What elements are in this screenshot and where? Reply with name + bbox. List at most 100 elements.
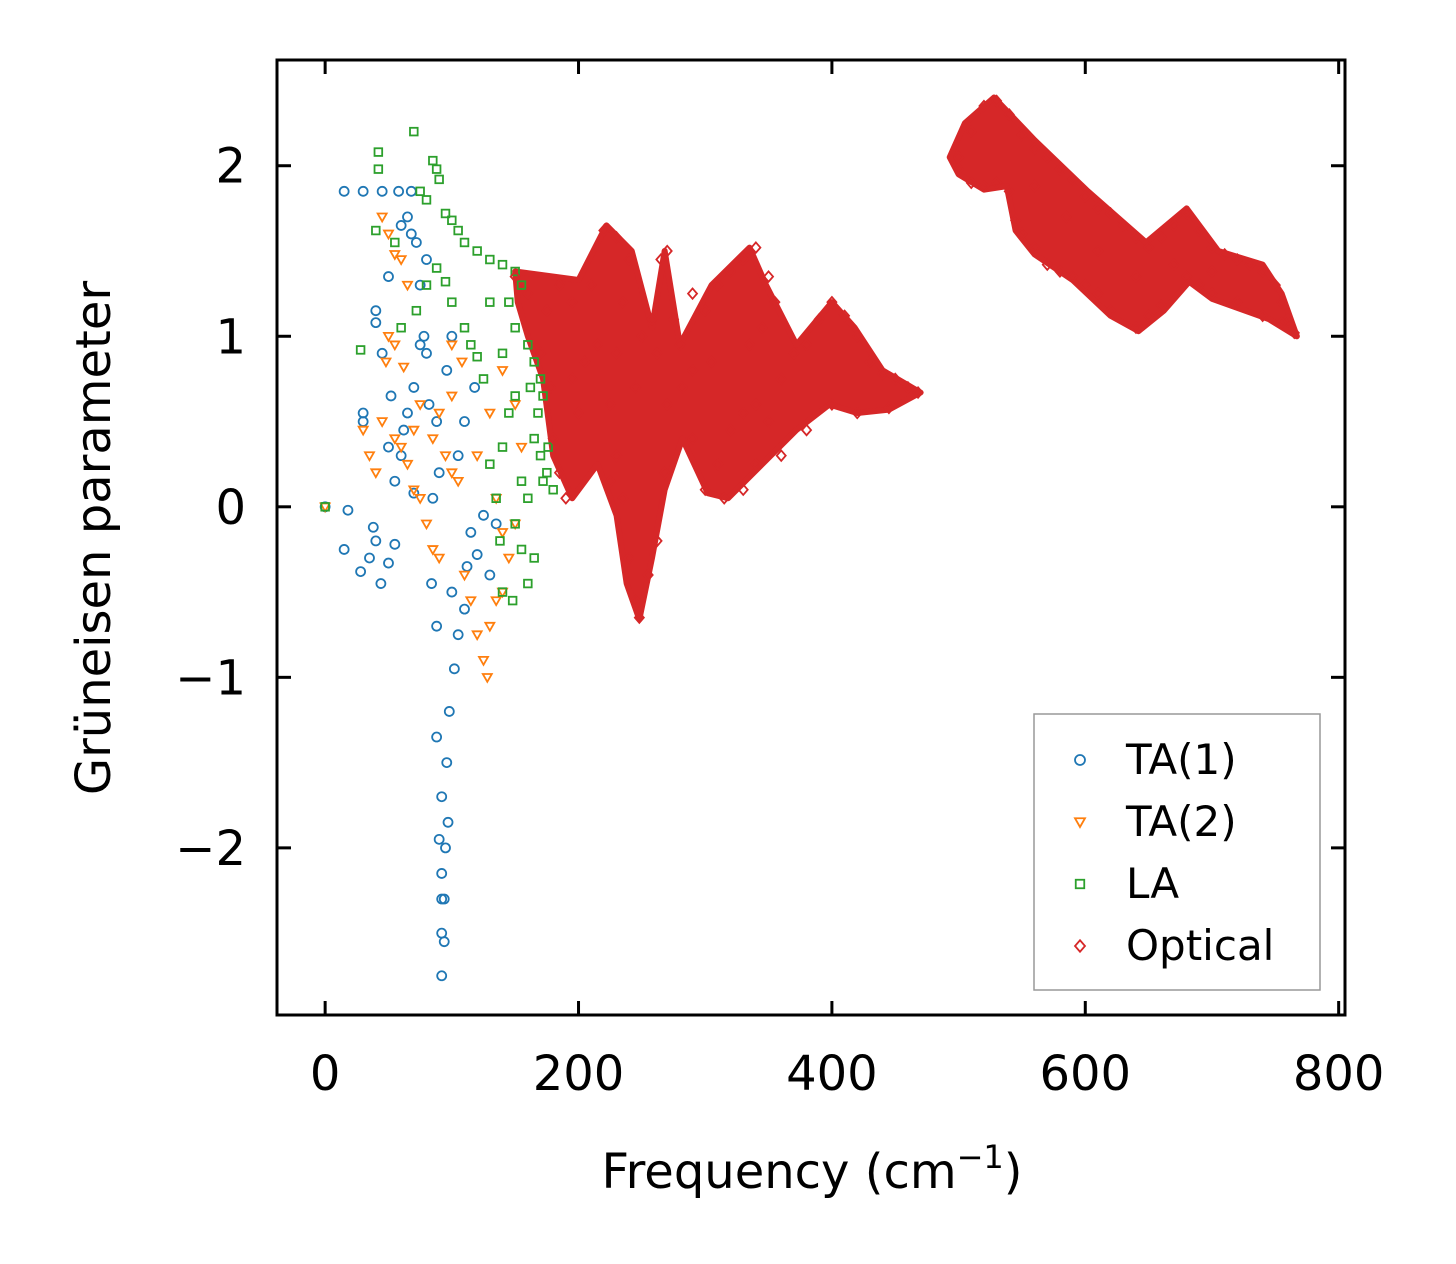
data-point <box>1180 270 1193 284</box>
data-point <box>471 451 484 462</box>
data-point <box>1244 258 1256 272</box>
y-axis-label: Grüneisen parameter <box>66 281 122 796</box>
series-la <box>320 126 558 606</box>
data-point <box>566 295 578 309</box>
data-point <box>686 432 699 446</box>
data-point <box>533 408 543 418</box>
data-point <box>439 451 452 462</box>
data-point <box>516 280 527 290</box>
data-point <box>674 338 686 352</box>
data-point <box>510 323 520 333</box>
data-point <box>952 150 965 164</box>
data-point <box>502 553 515 565</box>
data-point <box>436 791 448 803</box>
data-point <box>617 295 629 309</box>
data-point <box>838 309 851 323</box>
data-point <box>427 492 439 504</box>
x-tick-label: 800 <box>1293 1046 1385 1102</box>
data-point <box>490 596 503 607</box>
data-point <box>407 425 420 437</box>
data-point <box>396 323 406 333</box>
data-point <box>750 457 762 471</box>
data-point <box>357 425 370 437</box>
data-point <box>623 252 635 267</box>
data-point <box>750 241 762 255</box>
data-point <box>661 397 673 412</box>
data-point <box>788 346 800 360</box>
data-point <box>623 551 635 565</box>
legend-label-optical: Optical <box>1126 921 1274 970</box>
data-point <box>990 176 1003 190</box>
data-point <box>1009 213 1022 227</box>
data-point <box>402 407 413 419</box>
data-point <box>651 346 663 360</box>
data-point <box>1041 150 1053 164</box>
data-point <box>699 304 711 318</box>
data-point <box>1104 304 1117 318</box>
data-point <box>393 185 405 197</box>
data-point <box>522 287 534 301</box>
data-point <box>775 449 787 463</box>
data-point <box>661 244 673 258</box>
data-point <box>1130 321 1142 335</box>
legend-marker-la <box>1074 878 1086 890</box>
data-point <box>407 485 420 497</box>
data-point <box>1079 278 1091 292</box>
data-point <box>1066 270 1079 284</box>
data-point <box>826 295 838 309</box>
data-point <box>410 237 422 248</box>
data-point <box>401 459 414 471</box>
data-point <box>405 228 417 240</box>
data-point <box>978 99 990 113</box>
data-point <box>617 491 629 505</box>
legend: TA(1) TA(2) LA Optical <box>1033 713 1321 991</box>
data-point <box>1269 278 1282 292</box>
data-point <box>548 485 558 495</box>
data-point <box>1256 264 1269 279</box>
data-point <box>523 578 533 589</box>
data-point <box>510 519 520 529</box>
data-point <box>389 475 401 487</box>
data-point <box>459 323 470 333</box>
data-point <box>724 423 737 437</box>
data-point <box>1130 230 1142 244</box>
x-axis-label-close: ) <box>1004 1144 1023 1200</box>
data-point <box>484 569 496 581</box>
data-point <box>355 566 367 578</box>
y-tick-label: 1 <box>215 309 246 365</box>
data-point <box>373 164 384 174</box>
data-point <box>431 164 442 174</box>
data-point <box>440 842 451 854</box>
data-point <box>1275 316 1288 330</box>
data-point <box>579 355 591 369</box>
data-point <box>538 476 548 486</box>
data-point <box>591 338 604 352</box>
y-tick-label: −2 <box>175 821 246 877</box>
data-point <box>421 195 432 205</box>
data-point <box>395 442 408 454</box>
data-point <box>553 466 566 480</box>
data-point <box>382 229 395 241</box>
data-point <box>363 451 376 462</box>
data-point <box>762 270 775 284</box>
data-point <box>375 578 387 589</box>
data-point <box>342 504 354 516</box>
data-point <box>633 611 646 625</box>
data-point <box>1231 295 1244 309</box>
x-axis-label-main: Frequency (cm <box>601 1144 956 1200</box>
data-point <box>1282 312 1294 326</box>
data-point <box>478 374 489 384</box>
data-point <box>1060 210 1072 224</box>
data-point <box>447 215 457 226</box>
data-point <box>448 663 460 675</box>
data-point <box>566 372 578 386</box>
data-point <box>737 252 749 267</box>
data-point <box>397 362 410 374</box>
data-point <box>1016 227 1028 241</box>
data-point <box>750 397 762 412</box>
data-point <box>478 509 489 521</box>
data-point <box>516 476 527 486</box>
data-point <box>699 483 711 497</box>
data-point <box>636 329 648 343</box>
data-point <box>572 406 585 420</box>
